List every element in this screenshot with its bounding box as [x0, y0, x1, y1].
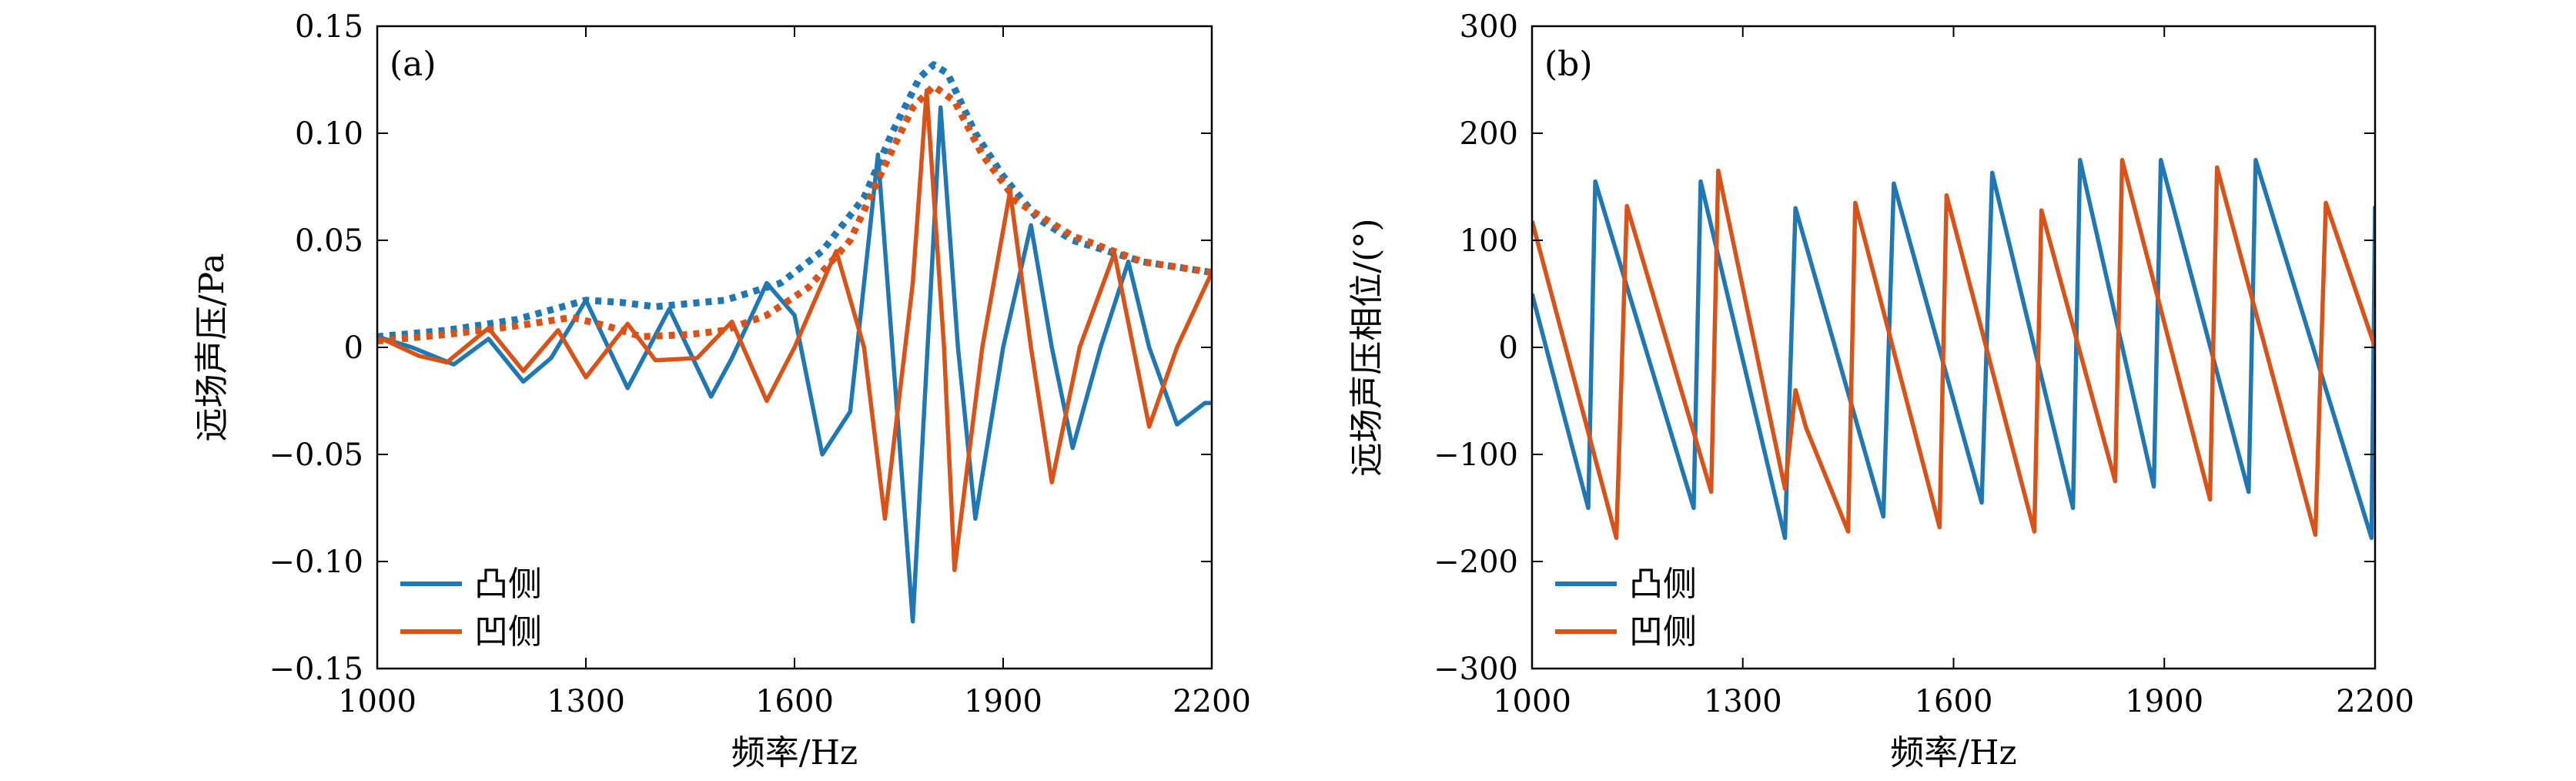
y-tick-label: 0 — [1499, 330, 1518, 366]
legend-label: 凸侧 — [474, 565, 542, 604]
legend-label: 凹侧 — [474, 612, 542, 652]
series-line-1 — [377, 88, 1212, 572]
x-tick-label: 1300 — [1704, 684, 1782, 719]
legend-label: 凸侧 — [1629, 565, 1697, 604]
y-tick-label: 100 — [1460, 223, 1518, 259]
y-tick-label: −200 — [1434, 545, 1518, 580]
legend-label: 凹侧 — [1629, 612, 1697, 652]
x-tick-label: 2200 — [2336, 684, 2414, 719]
x-tick-label: 1900 — [964, 684, 1042, 719]
panel-label: (a) — [390, 45, 437, 84]
x-axis-label: 频率/Hz — [731, 733, 858, 773]
chart-panel-a: 1000 1300 1600 1900 2200 −0.15 −0.10 −0.05 0 0.05… — [192, 9, 1251, 773]
y-tick-label: −0.10 — [269, 545, 363, 580]
y-tick-label: −300 — [1434, 652, 1518, 687]
y-tick-label: 200 — [1460, 116, 1518, 152]
x-tick-label: 2200 — [1173, 684, 1251, 719]
y-tick-label: −0.05 — [269, 437, 363, 473]
x-axis-label: 频率/Hz — [1890, 733, 2016, 773]
chart-panel-b: 1000 1300 1600 1900 2200 −300 −200 −100 0 100 200 3… — [1347, 9, 2414, 773]
y-tick-label: 0.05 — [295, 223, 363, 259]
panel-label: (b) — [1544, 45, 1593, 84]
series-line-0 — [1532, 158, 2375, 541]
series-group — [377, 61, 1212, 624]
y-tick-label: −0.15 — [269, 652, 363, 687]
x-tick-label: 1000 — [338, 684, 417, 719]
y-tick-label: 0.10 — [295, 116, 363, 152]
x-tick-label: 1900 — [2125, 684, 2203, 719]
series-group — [1532, 158, 2375, 541]
y-tick-label: 300 — [1460, 9, 1518, 45]
series-line-0 — [377, 105, 1212, 624]
series-line-3 — [377, 82, 1212, 345]
x-tick-label: 1600 — [1915, 684, 1993, 719]
series-line-2 — [377, 61, 1212, 340]
y-tick-label: 0.15 — [295, 9, 363, 45]
y-axis-label: 远场声压相位/(°) — [1347, 218, 1387, 476]
y-axis-label: 远场声压/Pa — [192, 253, 232, 442]
x-tick-label: 1000 — [1493, 684, 1571, 719]
x-tick-label: 1600 — [755, 684, 834, 719]
series-line-1 — [1532, 158, 2375, 541]
x-tick-label: 1300 — [547, 684, 625, 719]
y-tick-label: −100 — [1434, 437, 1518, 473]
y-tick-label: 0 — [344, 330, 363, 366]
